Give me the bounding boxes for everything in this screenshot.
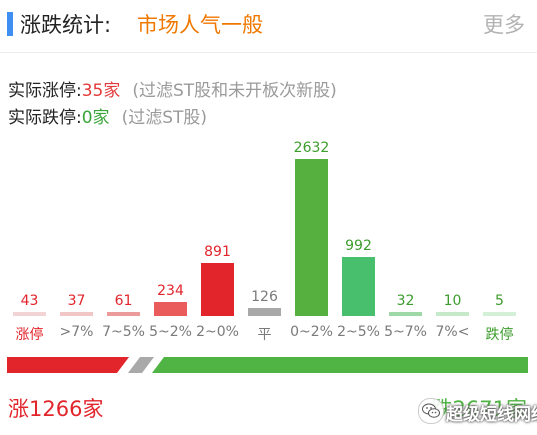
bar-value-label: 891 [204,244,231,260]
wechat-icon [418,398,444,424]
chart-bar [389,312,422,316]
limit-down-label: 实际跌停: [8,108,82,128]
limit-down-stat: 实际跌停:0家 (过滤ST股) [8,103,207,128]
category-label: 0~2% [290,324,333,340]
title-accent-bar [7,12,13,36]
category-label: 7%< [435,324,470,340]
chart-bar [201,263,234,316]
chart-bar [154,302,187,316]
category-label: 跌停 [485,327,514,343]
bar-value-label: 992 [345,238,372,254]
bar-value-label: 2632 [293,140,330,156]
more-link[interactable]: 更多 [483,13,525,37]
down-total: 跌2671家 [431,397,527,421]
chart-bar [295,159,328,316]
bar-value-label: 61 [114,293,133,309]
limit-up-stat: 实际涨停:35家 (过滤ST股和未开板次新股) [8,76,337,101]
bar-value-label: 126 [251,289,278,305]
up-total: 涨1266家 [8,397,104,421]
limit-down-note: (过滤ST股) [121,108,208,128]
chart-bar [107,312,140,316]
category-label: 7~5% [102,324,145,340]
bar-value-label: 10 [443,293,462,309]
section-title: 涨跌统计: [20,13,112,37]
bar-value-label: 234 [157,283,184,299]
category-label: >7% [59,324,94,340]
watermark-text: 超级短线网络 [446,405,537,425]
chart-bar [483,312,516,316]
bar-value-label: 43 [20,293,39,309]
limit-down-value: 0家 [81,108,110,128]
header: 涨跌统计: 市场人气一般 更多 [0,0,537,48]
chart-bar [436,312,469,316]
ratio-down-segment [152,357,528,373]
ratio-up-segment [7,357,129,373]
bar-value-label: 37 [67,293,86,309]
chart-bar [13,312,46,316]
distribution-bar-chart: 43 涨停 37 >7% 61 7~5% 234 5~2% 891 2~0% 126 平 2632 0~2… [0,140,537,360]
category-label: 5~2% [149,324,192,340]
bar-value-label: 32 [396,293,415,309]
market-mood-label: 市场人气一般 [137,13,263,37]
category-label: 涨停 [15,327,44,343]
ratio-flat-segment [128,357,154,373]
chart-bar [342,257,375,316]
watermark: 超级短线网络 [418,398,537,425]
header-divider [0,52,537,53]
limit-up-label: 实际涨停: [8,81,82,101]
category-label: 5~7% [384,324,427,340]
chart-bar [60,312,93,316]
category-label: 2~5% [337,324,380,340]
chart-bar [248,308,281,316]
bar-value-label: 5 [495,293,504,309]
category-label: 平 [257,327,272,343]
up-down-ratio-bar [0,357,537,373]
category-label: 2~0% [196,324,239,340]
limit-up-value: 35家 [81,81,121,101]
limit-up-note: (过滤ST股和未开板次新股) [132,81,337,101]
